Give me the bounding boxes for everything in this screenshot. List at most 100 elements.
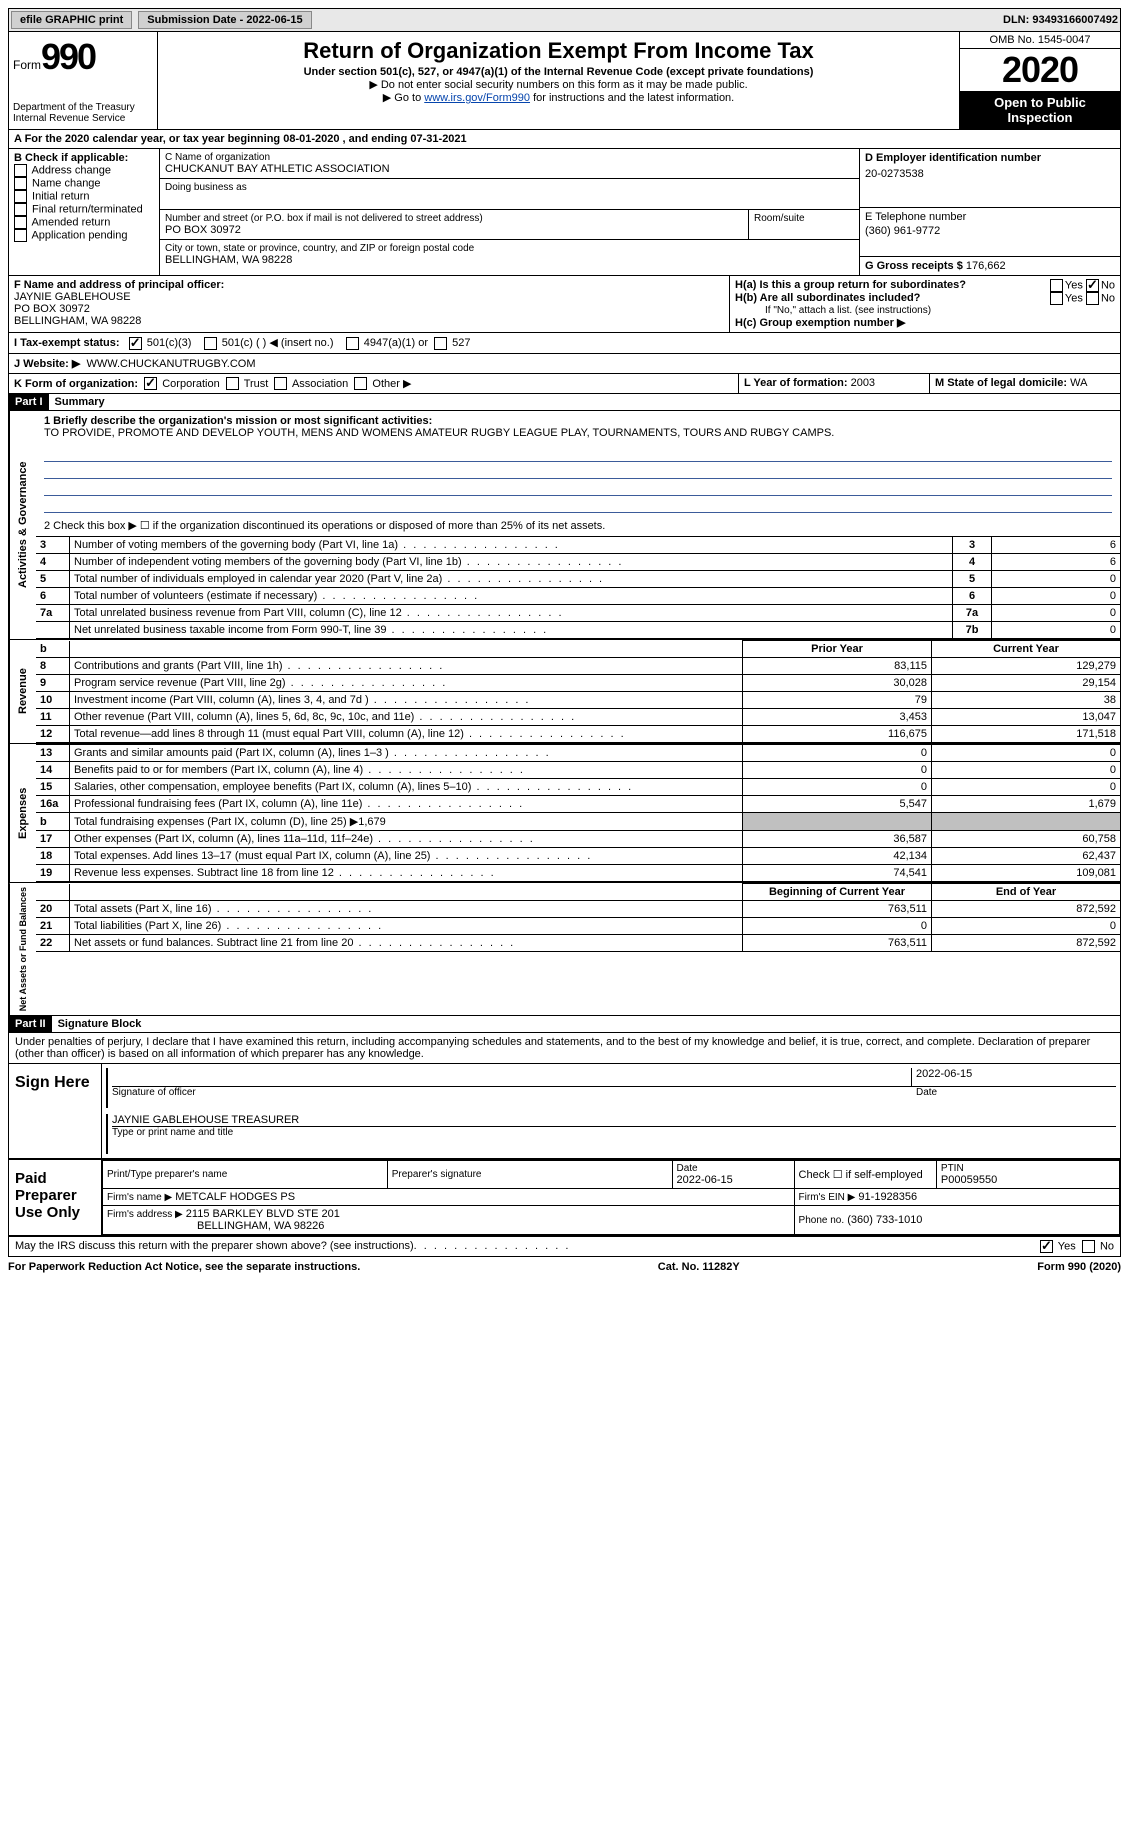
prep-date: 2022-06-15 [677,1174,790,1186]
period-end: 07-31-2021 [410,133,466,145]
sign-here-label: Sign Here [9,1064,102,1158]
part1-title: Summary [49,394,111,410]
opt-other: Other ▶ [372,378,411,390]
discuss-yes: Yes [1058,1241,1076,1253]
form-num: 990 [41,36,95,77]
exp-row: bTotal fundraising expenses (Part IX, co… [36,813,1120,831]
net-row: 22Net assets or fund balances. Subtract … [36,935,1120,952]
form-word: Form [13,58,41,72]
rev-vlabel: Revenue [9,640,36,743]
entity-block: B Check if applicable: Address change Na… [8,149,1121,276]
hb-no-checkbox[interactable] [1086,292,1099,305]
boxB-checkbox[interactable] [14,177,27,190]
opt-assoc: Association [292,378,348,390]
firm-ein: 91-1928356 [858,1191,917,1203]
ha-yes-checkbox[interactable] [1050,279,1063,292]
status-4947-checkbox[interactable] [346,337,359,350]
irs-link[interactable]: www.irs.gov/Form990 [424,92,530,104]
org-corp-checkbox[interactable] [144,377,157,390]
boxB-checkbox[interactable] [14,216,27,229]
officer-group-row: F Name and address of principal officer:… [8,276,1121,333]
yes-label: Yes [1065,279,1083,291]
boxB-checkbox[interactable] [14,229,27,242]
firm-addr-label: Firm's address ▶ [107,1209,183,1220]
no-label: No [1101,279,1115,291]
hb-yes-checkbox[interactable] [1050,292,1063,305]
dln-label: DLN: 93493166007492 [1003,14,1118,26]
exp-row: 17Other expenses (Part IX, column (A), l… [36,831,1120,848]
boxH-c: H(c) Group exemption number ▶ [735,316,1115,329]
efile-graphic-label: efile GRAPHIC print [11,11,132,29]
boxB-item: Final return/terminated [14,203,154,216]
gov-block: Activities & Governance 1 Briefly descri… [8,411,1121,640]
opt-corp: Corporation [162,378,219,390]
discuss-yes-checkbox[interactable] [1040,1240,1053,1253]
prep-date-label: Date [677,1163,790,1174]
city-label: City or town, state or province, country… [165,243,854,254]
klm-row: K Form of organization: Corporation Trus… [8,374,1121,395]
paid-preparer-section: Paid Preparer Use Only Print/Type prepar… [8,1160,1121,1237]
gov-row: 7a Total unrelated business revenue from… [36,605,1120,622]
boxB-item: Initial return [14,190,154,203]
exp-row: 16aProfessional fundraising fees (Part I… [36,796,1120,813]
boxJ-label: J Website: ▶ [14,358,80,370]
exp-vlabel: Expenses [9,744,36,882]
exp-row: 19Revenue less expenses. Subtract line 1… [36,865,1120,882]
firm-phone: (360) 733-1010 [847,1214,922,1226]
officer-name-label: Type or print name and title [112,1127,1116,1138]
firm-phone-label: Phone no. [799,1215,845,1226]
prep-name-label: Print/Type preparer's name [107,1169,383,1180]
org-assoc-checkbox[interactable] [274,377,287,390]
status-501c3-checkbox[interactable] [129,337,142,350]
boxF-label: F Name and address of principal officer: [14,279,224,291]
boxB-checkbox[interactable] [14,203,27,216]
rev-row: 9Program service revenue (Part VIII, lin… [36,675,1120,692]
gov-row: 6 Total number of volunteers (estimate i… [36,588,1120,605]
discuss-no-checkbox[interactable] [1082,1240,1095,1253]
rev-row: 11Other revenue (Part VIII, column (A), … [36,709,1120,726]
boxB-item: Amended return [14,216,154,229]
opt-trust: Trust [244,378,269,390]
officer-name: JAYNIE GABLEHOUSE [14,291,131,303]
dots-leader [414,1240,1040,1253]
year-formation: 2003 [851,377,875,389]
boxB-checkbox[interactable] [14,164,27,177]
opt-501c3: 501(c)(3) [147,337,192,349]
open-public-box: Open to Public Inspection [960,91,1120,129]
boxH-a-label: H(a) Is this a group return for subordin… [735,279,966,291]
gross-receipts: 176,662 [966,260,1006,272]
sign-here-section: Sign Here 2022-06-15 Signature of office… [8,1064,1121,1160]
ha-no-checkbox[interactable] [1086,279,1099,292]
form-subtitle: Under section 501(c), 527, or 4947(a)(1)… [166,66,951,78]
phone-value: (360) 961-9772 [865,223,1115,237]
instr-link: ▶ Go to www.irs.gov/Form990 for instruct… [166,91,951,104]
instr-pre: ▶ Go to [383,92,424,104]
boxB-checkbox[interactable] [14,190,27,203]
boxB-item: Application pending [14,229,154,242]
firm-addr: 2115 BARKLEY BLVD STE 201 [186,1208,340,1220]
ptin-label: PTIN [941,1163,1115,1174]
omb-number: OMB No. 1545-0047 [960,32,1120,49]
paid-preparer-label: Paid Preparer Use Only [9,1160,102,1235]
footer-left: For Paperwork Reduction Act Notice, see … [8,1261,360,1273]
exp-row: 13Grants and similar amounts paid (Part … [36,745,1120,762]
status-527-checkbox[interactable] [434,337,447,350]
dept-label: Department of the Treasury Internal Reve… [13,102,153,124]
boxM-label: M State of legal domicile: [935,377,1067,389]
discuss-row: May the IRS discuss this return with the… [8,1237,1121,1257]
line1-label: 1 Briefly describe the organization's mi… [44,415,432,427]
opt-4947: 4947(a)(1) or [364,337,428,349]
part1-bar: Part I [9,394,49,410]
org-trust-checkbox[interactable] [226,377,239,390]
boxB-item: Address change [14,164,154,177]
part1-header: Part I Summary [8,394,1121,411]
boxL-label: L Year of formation: [744,377,848,389]
line2: 2 Check this box ▶ ☐ if the organization… [36,515,1120,536]
status-501c-checkbox[interactable] [204,337,217,350]
instr-post: for instructions and the latest informat… [530,92,734,104]
dba-label: Doing business as [165,182,854,193]
part2-title: Signature Block [52,1016,148,1032]
exp-row: 18Total expenses. Add lines 13–17 (must … [36,848,1120,865]
gov-vlabel: Activities & Governance [9,411,36,639]
org-other-checkbox[interactable] [354,377,367,390]
